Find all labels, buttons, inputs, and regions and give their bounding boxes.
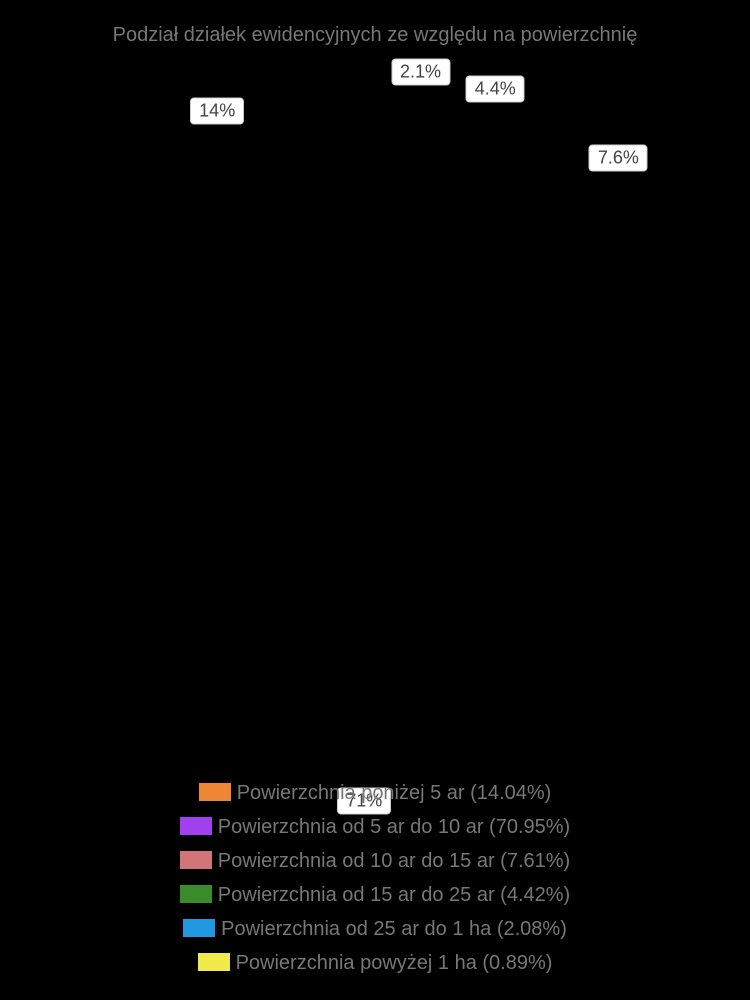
legend-label: Powierzchnia powyżej 1 ha (0.89%) [236,946,553,980]
legend-swatch [180,817,212,835]
slice-label: 4.4% [466,75,525,102]
legend-swatch [199,783,231,801]
legend-swatch [198,953,230,971]
legend-swatch [183,919,215,937]
chart-title: Podział działek ewidencyjnych ze względu… [0,24,750,47]
slice-label: 7.6% [589,145,648,172]
slice-label: 2.1% [391,58,450,85]
slice-label: 14% [190,97,244,124]
legend-label: Powierzchnia poniżej 5 ar (14.04%) [237,776,552,810]
legend-swatch [180,851,212,869]
legend-label: Powierzchnia od 10 ar do 15 ar (7.61%) [218,844,570,878]
legend-label: Powierzchnia od 25 ar do 1 ha (2.08%) [221,912,567,946]
legend-label: Powierzchnia od 15 ar do 25 ar (4.42%) [218,878,570,912]
chart-container: Podział działek ewidencyjnych ze względu… [0,0,750,1000]
pie-chart-area: 14%71%7.6%4.4%2.1% [0,70,750,820]
legend-label: Powierzchnia od 5 ar do 10 ar (70.95%) [218,810,570,844]
legend: Powierzchnia poniżej 5 ar (14.04%)Powier… [0,776,750,980]
legend-swatch [180,885,212,903]
